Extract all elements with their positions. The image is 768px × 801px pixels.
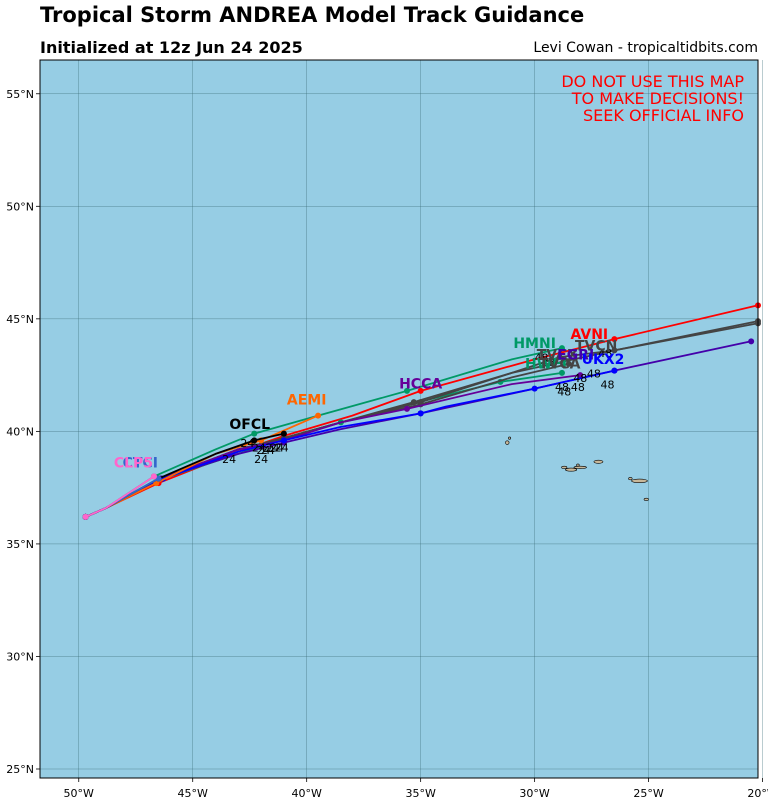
model-label-hwfi: HWFI: [525, 356, 567, 372]
island-3: [561, 465, 568, 469]
hour-label: 24: [240, 437, 254, 450]
lon-tick-label: 20°W: [747, 787, 768, 800]
hour-label: 24: [252, 442, 266, 455]
island-group: [505, 436, 649, 501]
island-9: [643, 497, 649, 501]
island-8: [628, 477, 633, 481]
model-label-ctci: CTCI: [123, 455, 158, 471]
hour-label: 24: [275, 442, 289, 455]
lon-tick-label: 30°W: [519, 787, 549, 800]
lat-tick-label: 25°N: [6, 763, 34, 776]
track-point-hwfi: [558, 369, 565, 376]
lon-tick-label: 50°W: [64, 787, 94, 800]
lat-tick-label: 45°N: [6, 313, 34, 326]
model-label-hcca: HCCA: [399, 377, 442, 393]
hour-label: 24: [265, 442, 279, 455]
track-point-avni: [611, 336, 618, 343]
warning-line-3: SEEK OFFICIAL INFO: [583, 106, 744, 125]
hour-label: 24: [256, 444, 270, 457]
hour-label: 48: [555, 381, 569, 394]
axis-ticks: 50°W 45°W 40°W 35°W 30°W 25°W 20°W 25°N 30°N 35°N…: [6, 88, 768, 800]
model-label-egri: EGRI: [557, 347, 594, 363]
ocean-area: [40, 60, 758, 778]
map-title: Tropical Storm ANDREA Model Track Guidan…: [40, 3, 585, 27]
model-label-ukx2: UKX2: [582, 352, 625, 368]
hour-label: 48: [573, 372, 587, 385]
track-point-ctci: [155, 475, 162, 482]
init-time: Initialized at 12z Jun 24 2025: [40, 38, 303, 57]
island-0: [505, 440, 510, 445]
track-point-hcca: [577, 372, 584, 379]
island-6: [593, 459, 604, 464]
lon-tick-label: 25°W: [633, 787, 663, 800]
hour-label: 48: [571, 381, 585, 394]
track-point-clp5: [82, 513, 89, 520]
track-point-avni: [417, 387, 424, 394]
track-point-hcca: [403, 405, 410, 412]
hour-label: 48: [587, 367, 601, 380]
track-point-aemi: [315, 412, 322, 419]
hour-label: 24: [261, 444, 275, 457]
lat-tick-label: 30°N: [6, 650, 34, 663]
track-point-ukx2: [531, 385, 538, 392]
model-label-clp5: CLP5: [114, 455, 153, 471]
lon-tick-label: 40°W: [291, 787, 321, 800]
hour-label: 48: [534, 352, 548, 365]
track-point-ukx2: [417, 410, 424, 417]
hour-label: 24: [254, 453, 268, 466]
hour-label: 24: [270, 442, 284, 455]
warning-line-2: TO MAKE DECISIONS!: [571, 89, 744, 108]
warning-line-1: DO NOT USE THIS MAP: [561, 72, 744, 91]
track-clp5: [85, 475, 155, 518]
lat-tick-label: 40°N: [6, 425, 34, 438]
hour-label: 24: [222, 453, 236, 466]
map-border: [39, 59, 759, 779]
island-1: [508, 436, 512, 440]
island-4: [565, 467, 578, 472]
track-point-ukx2: [280, 437, 287, 444]
model-label-tvcn: TVCN: [575, 338, 617, 354]
model-label-tvca: TVCA: [539, 356, 581, 372]
model-label-tvcx: TVCX: [537, 347, 579, 363]
lat-tick-label: 55°N: [6, 88, 34, 101]
track-point-hmni: [251, 430, 258, 437]
track-point-ofcl: [280, 430, 287, 437]
track-point-ofcl: [251, 437, 258, 444]
hour-label: 48: [541, 356, 555, 369]
warning-box: DO NOT USE THIS MAP TO MAKE DECISIONS! S…: [561, 72, 744, 125]
credit-text: Levi Cowan - tropicaltidbits.com: [533, 40, 758, 56]
track-point-tvca: [565, 360, 572, 367]
model-label-hmni: HMNI: [513, 336, 556, 352]
track-point-egri: [748, 338, 755, 345]
lon-tick-label: 45°W: [178, 787, 208, 800]
track-point-ukx2: [611, 367, 618, 374]
model-label-avni: AVNI: [570, 327, 608, 343]
lon-tick-label: 35°W: [405, 787, 435, 800]
lat-tick-label: 35°N: [6, 538, 34, 551]
hour-label: 48: [601, 379, 615, 392]
island-5: [573, 465, 587, 469]
hour-label: 48: [557, 385, 571, 398]
model-label-ofcl: OFCL: [229, 417, 270, 433]
hour-label: 48: [598, 347, 612, 360]
model-tracks: [82, 302, 761, 520]
track-point-tvcx: [556, 354, 563, 361]
track-point-hmni: [558, 345, 565, 352]
lat-tick-label: 50°N: [6, 200, 34, 213]
track-point-hmni: [403, 387, 410, 394]
model-label-aemi: AEMI: [287, 392, 327, 408]
track-point-clp5: [150, 473, 157, 480]
island-7: [631, 478, 648, 483]
